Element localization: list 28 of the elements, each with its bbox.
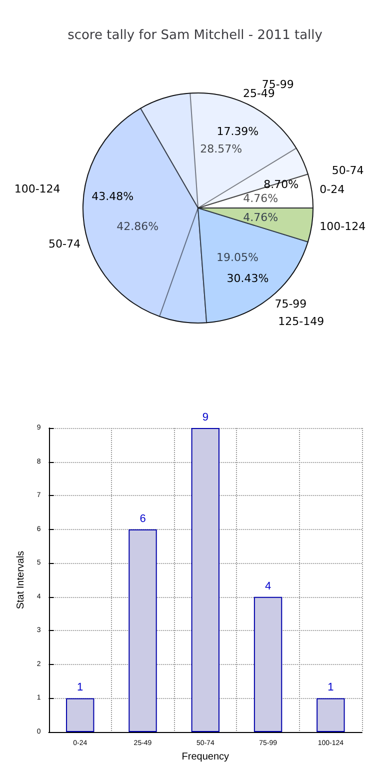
- chart-title: score tally for Sam Mitchell - 2011 tally: [68, 28, 323, 43]
- data-label: 1: [328, 682, 334, 694]
- data-label: 1: [77, 682, 84, 694]
- data-label: 43.48%: [92, 190, 134, 203]
- slice-label: 50-74: [332, 164, 364, 177]
- slice-label: 0-24: [320, 183, 345, 196]
- slice-label: 100-124: [320, 220, 366, 233]
- bar: [316, 698, 345, 732]
- bar: [191, 428, 220, 732]
- data-label: 6: [140, 512, 146, 525]
- slice-label: 75-99: [274, 298, 307, 311]
- data-label: 4.76%: [243, 192, 278, 206]
- data-label: 4.76%: [243, 210, 278, 224]
- data-label: 17.39%: [216, 124, 259, 138]
- slice-label: 50-74: [48, 238, 80, 251]
- data-label: 30.43%: [226, 272, 269, 285]
- data-label: 9: [202, 412, 208, 424]
- bar: [128, 529, 157, 732]
- slice-label: 125-149: [278, 315, 324, 328]
- y-axis-title: Stat Intervals: [16, 550, 26, 610]
- bar: [66, 698, 94, 732]
- data-label: 42.86%: [116, 220, 159, 234]
- data-label: 28.57%: [200, 142, 242, 156]
- x-axis-title: Frequency: [182, 752, 230, 762]
- slice-label: 100-124: [14, 182, 60, 196]
- bar: [254, 596, 282, 732]
- data-label: 19.05%: [216, 250, 258, 264]
- data-label: 4: [264, 580, 272, 592]
